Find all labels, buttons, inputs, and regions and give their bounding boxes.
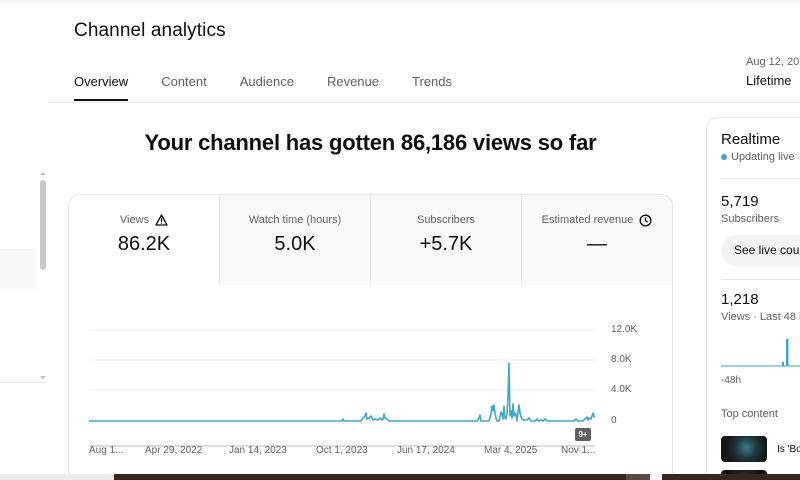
overview-chart-card: Views 86.2K Watch time (hours) 5.0K Subs… [68,194,673,480]
video-title: Is 'Bo [777,443,800,455]
realtime-views-label: Views · Last 48 h [721,311,800,323]
metric-value: 86.2K [117,233,171,255]
top-content-item[interactable]: Is 'Bo [721,436,800,462]
realtime-status-text: Updating live [731,151,795,163]
metric-tab-estimated-revenue[interactable]: Estimated revenue — [521,195,672,285]
taskbar-segment [0,474,114,480]
date-range-picker[interactable]: Aug 12, 202 Lifetime [746,56,800,88]
tab-bar: Overview Content Audience Revenue Trends [74,74,485,101]
scroll-down-arrow-icon[interactable] [40,376,46,379]
see-live-count-button[interactable]: See live coun [721,235,800,266]
annotations-badge[interactable]: 9+ [575,428,591,441]
realtime-subscribers-value: 5,719 [721,193,759,210]
metric-tabs: Views 86.2K Watch time (hours) 5.0K Subs… [69,195,672,285]
metric-value: +5.7K [419,233,473,255]
metric-label: Watch time (hours) [248,214,342,226]
x-tick: Mar 4, 2025 [484,445,538,456]
y-tick-8k: 8.0K [611,354,632,365]
video-thumbnail [721,436,767,462]
date-range-dates: Aug 12, 202 [746,56,800,68]
realtime-axis-label: -48h [721,375,742,386]
chart-plot [89,329,596,450]
taskbar-segment [650,474,662,480]
metric-label: Views [119,214,150,226]
sidebar-selected-item[interactable] [0,249,36,289]
x-tick: Nov 1... [561,445,596,456]
views-headline: Your channel has gotten 86,186 views so … [144,130,597,155]
metric-label: Subscribers [416,214,476,226]
tab-audience[interactable]: Audience [239,74,294,89]
sidebar-divider [0,382,46,383]
metric-value: 5.0K [274,233,316,255]
views-line-chart[interactable]: 12.0K 8.0K 4.0K 0 9+ Aug 1... Apr 29, 20… [69,285,672,480]
live-dot-icon [721,154,727,160]
tab-revenue[interactable]: Revenue [326,74,379,89]
divider [721,178,800,179]
page-title: Channel analytics [74,20,226,41]
taskbar-segment [626,474,650,480]
tab-overview[interactable]: Overview [74,74,129,101]
warning-icon[interactable] [155,214,168,226]
x-tick: Apr 29, 2022 [145,445,203,456]
tab-trends[interactable]: Trends [412,74,452,89]
y-tick-12k: 12.0K [611,324,638,335]
x-tick: Jun 17, 2024 [397,445,455,456]
realtime-subscribers-label: Subscribers [721,213,780,225]
metric-label: Estimated revenue [541,214,634,226]
tab-content[interactable]: Content [161,74,207,89]
clock-icon[interactable] [639,213,652,227]
realtime-views-value: 1,218 [721,291,759,308]
y-tick-4k: 4.0K [611,384,632,395]
x-tick: Aug 1... [89,445,124,456]
metric-tab-views[interactable]: Views 86.2K [69,195,219,285]
metric-value: — [587,233,607,255]
realtime-title: Realtime [721,131,781,148]
metric-tab-watch-time[interactable]: Watch time (hours) 5.0K [219,195,370,285]
metric-tab-subscribers[interactable]: Subscribers +5.7K [370,195,521,285]
scroll-up-arrow-icon[interactable] [40,172,46,175]
realtime-bar-chart[interactable] [721,328,800,368]
date-range-label: Lifetime [746,73,792,88]
top-border [0,0,800,2]
sidebar-scrollbar[interactable] [40,180,46,270]
x-tick: Oct 1, 2023 [316,445,368,456]
y-tick-0: 0 [611,415,617,426]
realtime-card: Realtime Updating live 5,719 Subscribers… [706,117,800,480]
top-content-label: Top content [721,408,778,420]
bottom-taskbar [0,474,800,480]
divider [721,279,800,280]
realtime-status: Updating live [721,151,795,163]
x-tick: Jan 14, 2023 [229,445,287,456]
tabs-divider [48,102,800,103]
